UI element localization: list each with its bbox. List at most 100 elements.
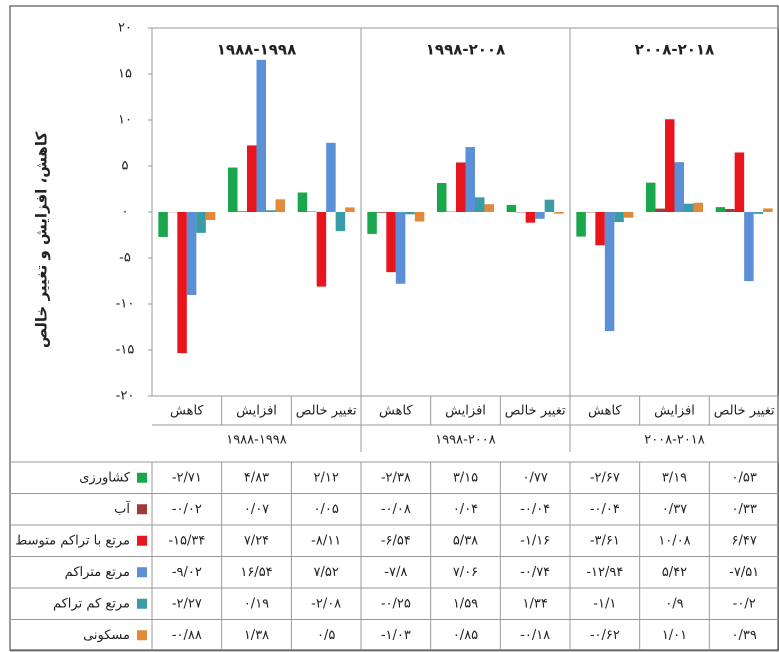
bar xyxy=(506,204,517,212)
table-cell: -۱/۱ xyxy=(593,596,616,611)
table-cell: ۷/۵۲ xyxy=(314,565,339,580)
bar xyxy=(595,212,605,246)
table-cell: ۰/۵ xyxy=(317,628,335,643)
bar xyxy=(275,199,285,212)
bar xyxy=(623,212,634,218)
table-cell: ۱/۳۸ xyxy=(244,628,269,643)
bar xyxy=(297,192,308,212)
legend-swatch xyxy=(137,567,147,578)
legend-swatch xyxy=(137,535,147,546)
bar xyxy=(734,152,745,212)
bar xyxy=(158,212,168,237)
bar xyxy=(604,212,615,332)
y-tick-label: ۲۰ xyxy=(118,21,132,36)
table-cell: ۰/۰۴ xyxy=(453,502,478,517)
table-cell: -۷/۸ xyxy=(384,565,407,580)
bar xyxy=(196,212,206,233)
table-cell: ۰/۱۹ xyxy=(244,596,269,611)
bar xyxy=(475,197,485,212)
y-tick-label: -۵ xyxy=(119,251,131,266)
bar xyxy=(655,208,665,212)
bar xyxy=(674,162,684,212)
table-cell: ۷/۲۴ xyxy=(244,533,269,548)
table-cell: -۳/۶۱ xyxy=(590,533,620,548)
table-cell: -۲/۷۱ xyxy=(172,470,202,485)
y-axis-label: کاهش، افزایش و تغییر خالص xyxy=(33,132,51,349)
table-cell: ۰/۹ xyxy=(665,596,683,611)
bar xyxy=(753,212,764,214)
group-title: ۲۰۰۸-۲۰۱۸ xyxy=(635,41,714,59)
table-cell: ۷/۰۶ xyxy=(453,565,478,580)
legend-label: مرتع با تراکم متوسط xyxy=(15,533,130,548)
bar xyxy=(256,59,266,212)
group-label: ۱۹۸۸-۱۹۹۸ xyxy=(226,433,287,448)
table-cell: ۰/۰۷ xyxy=(244,502,269,517)
bar xyxy=(576,212,586,237)
legend-swatch xyxy=(137,598,147,609)
y-tick-label: ۰ xyxy=(122,205,129,220)
table-cell: -۰/۰۸ xyxy=(381,502,411,517)
x-tick-label: تغییر خالص xyxy=(296,404,357,419)
bar xyxy=(405,212,415,215)
table-cell: -۰/۷۴ xyxy=(520,565,550,580)
table-cell: ۰/۸۵ xyxy=(453,628,478,643)
legend-swatch xyxy=(137,504,147,515)
bar xyxy=(763,208,773,212)
bar xyxy=(456,162,466,212)
bar xyxy=(614,212,624,223)
table-cell: ۵/۳۸ xyxy=(453,533,478,548)
table-cell: ۱۶/۵۴ xyxy=(240,565,272,580)
bar xyxy=(247,145,257,212)
table-cell: -۲/۰۸ xyxy=(311,596,341,611)
bar xyxy=(316,212,327,287)
bar xyxy=(715,207,726,212)
bar xyxy=(367,212,377,234)
x-tick-label: کاهش xyxy=(588,404,622,419)
bar xyxy=(725,208,735,212)
bar xyxy=(237,211,247,212)
table-cell: -۰/۲ xyxy=(733,596,756,611)
y-tick-label: -۱۵ xyxy=(116,343,135,358)
bar xyxy=(345,207,355,212)
bar xyxy=(484,204,494,212)
table-cell: ۳/۱۹ xyxy=(662,470,687,485)
bar xyxy=(228,167,238,212)
table-cell: -۲/۶۷ xyxy=(590,470,620,485)
table-cell: -۱/۱۶ xyxy=(520,533,550,548)
y-tick-label: ۱۰ xyxy=(118,113,132,128)
table-cell: ۱۰/۰۸ xyxy=(658,533,690,548)
legend-label: آب xyxy=(114,500,131,517)
y-tick-label: -۱۰ xyxy=(116,297,135,312)
table-cell: ۰/۳۷ xyxy=(662,502,687,517)
bar xyxy=(693,202,703,212)
table-cell: -۷/۵۱ xyxy=(729,565,759,580)
bar xyxy=(437,183,447,212)
bar xyxy=(554,212,564,214)
table-cell: -۱/۰۳ xyxy=(381,628,411,643)
group-title: ۱۹۹۸-۲۰۰۸ xyxy=(426,41,505,59)
table-cell: ۳/۱۵ xyxy=(453,470,478,485)
table-cell: ۰/۷۷ xyxy=(523,470,548,485)
table-cell: -۰/۰۴ xyxy=(590,502,620,517)
table-cell: ۰/۰۵ xyxy=(314,502,339,517)
x-tick-label: تغییر خالص xyxy=(505,404,566,419)
table-cell: -۰/۱۸ xyxy=(520,628,550,643)
bar xyxy=(205,212,216,221)
legend-swatch xyxy=(137,472,147,483)
bar xyxy=(744,212,754,282)
table-cell: ۱/۰۱ xyxy=(662,628,687,643)
frame xyxy=(9,5,779,651)
x-tick-label: افزایش xyxy=(654,404,695,419)
table-cell: -۱۵/۳۴ xyxy=(168,533,205,548)
y-tick-label: -۲۰ xyxy=(116,389,135,404)
table-cell: -۰/۲۵ xyxy=(381,596,411,611)
y-tick-label: ۱۵ xyxy=(118,67,132,82)
group-label: ۱۹۹۸-۲۰۰۸ xyxy=(435,433,496,448)
x-tick-label: تغییر خالص xyxy=(714,404,775,419)
legend-swatch xyxy=(137,630,147,641)
table-cell: -۰/۸۸ xyxy=(172,628,202,643)
group-title: ۱۹۸۸-۱۹۹۸ xyxy=(217,41,296,59)
bar xyxy=(266,210,276,212)
table-cell: ۵/۴۲ xyxy=(662,565,687,580)
